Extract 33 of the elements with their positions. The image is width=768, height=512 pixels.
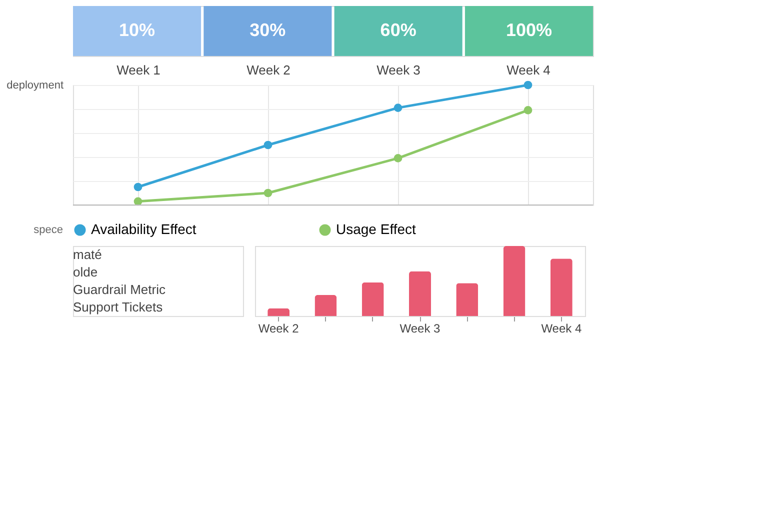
bar [550,258,572,316]
x-tick-label: Week 2 [246,62,290,78]
text: Guardrail Metric [73,282,166,297]
x-tick-label: Week 2 [258,322,300,336]
point [394,104,402,112]
legend-label: Usage Effect [336,221,416,237]
text: olde [73,264,98,280]
x-tick-label: Week 3 [400,322,441,336]
bar [409,271,431,316]
text: 100% [506,20,552,40]
y-axis-title: deployment [6,80,64,92]
point [264,140,272,150]
x-tick-label: Week 4 [506,62,550,78]
text: 60% [380,20,416,40]
text: 10% [119,20,156,40]
point [524,106,532,114]
text: spece [34,224,63,236]
text: maté [73,246,102,262]
x-tick-label: Week 1 [116,62,160,78]
legend-label: Availability Effect [91,221,196,237]
text: Support Tickets [73,299,164,314]
x-tick-label: Week 3 [376,62,420,78]
point [264,188,272,198]
point [394,154,402,162]
bar [314,295,337,316]
bar [456,283,478,316]
x-tick-label: Week 4 [541,322,582,336]
bar [503,246,526,316]
bar [362,282,384,316]
point [134,182,142,192]
text: 30% [250,20,286,40]
bar [268,308,290,316]
point [524,80,532,90]
